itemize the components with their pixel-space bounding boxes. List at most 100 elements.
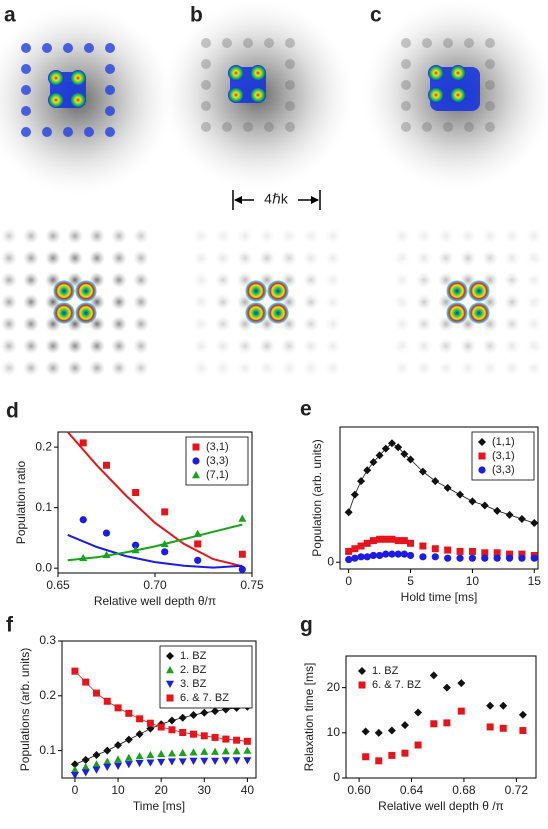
marker bbox=[102, 529, 111, 537]
marker bbox=[92, 766, 101, 774]
sim-dot bbox=[111, 338, 127, 354]
sim-dot bbox=[482, 228, 498, 244]
sim-dot bbox=[23, 360, 39, 376]
fit-line bbox=[67, 523, 243, 562]
marker bbox=[456, 490, 465, 499]
marker bbox=[530, 554, 538, 562]
sim-dot bbox=[259, 338, 275, 354]
marker bbox=[351, 545, 359, 553]
marker bbox=[388, 535, 396, 543]
legend-marker bbox=[166, 652, 174, 660]
sim-dot bbox=[67, 360, 83, 376]
side-peak bbox=[264, 122, 274, 132]
marker bbox=[161, 548, 169, 556]
sim-dot bbox=[23, 250, 39, 266]
x-axis-title: Relative well depth θ /π bbox=[378, 799, 504, 813]
marker bbox=[103, 461, 110, 469]
marker bbox=[194, 540, 202, 548]
marker bbox=[430, 720, 438, 728]
marker bbox=[376, 551, 384, 560]
legend-label: (7,1) bbox=[206, 469, 229, 481]
sim-dot bbox=[1, 228, 17, 244]
peak bbox=[450, 87, 466, 103]
sim-dot bbox=[23, 228, 39, 244]
marker bbox=[243, 737, 251, 745]
x-tick-label: 20 bbox=[154, 783, 168, 797]
marker bbox=[79, 516, 87, 524]
marker bbox=[193, 529, 202, 537]
marker bbox=[362, 753, 370, 761]
side-peak bbox=[21, 85, 31, 95]
plot-frame bbox=[345, 655, 537, 779]
sim-dot bbox=[460, 228, 476, 244]
side-peak bbox=[285, 80, 295, 90]
side-peak bbox=[464, 122, 474, 132]
side-peak bbox=[464, 38, 474, 48]
side-peak bbox=[222, 38, 232, 48]
marker bbox=[431, 553, 439, 561]
sim-peak bbox=[267, 302, 289, 324]
marker bbox=[429, 671, 438, 680]
marker bbox=[400, 450, 409, 459]
sim-dot bbox=[281, 338, 297, 354]
marker bbox=[81, 769, 90, 777]
marker bbox=[375, 757, 383, 765]
marker bbox=[178, 713, 187, 722]
sim-dot bbox=[89, 360, 105, 376]
sim-peak bbox=[446, 302, 468, 324]
marker bbox=[468, 497, 477, 506]
y-axis-title: Populations (arb. units) bbox=[18, 648, 32, 771]
panel-label: b bbox=[190, 4, 203, 27]
marker bbox=[406, 455, 415, 464]
x-tick-label: 15 bbox=[528, 574, 542, 588]
marker bbox=[530, 519, 539, 528]
marker bbox=[357, 553, 365, 561]
side-peak bbox=[485, 80, 495, 90]
panel-label: c bbox=[370, 4, 382, 27]
side-peak bbox=[443, 38, 453, 48]
marker bbox=[387, 726, 396, 735]
marker bbox=[363, 539, 371, 547]
marker bbox=[232, 757, 241, 765]
marker bbox=[146, 750, 155, 759]
marker bbox=[103, 697, 111, 705]
sim-dot bbox=[259, 228, 275, 244]
sim-dot bbox=[325, 294, 341, 310]
side-peak bbox=[105, 64, 115, 74]
sim-dot bbox=[193, 294, 209, 310]
sim-dot bbox=[133, 272, 149, 288]
sim-peak bbox=[468, 302, 490, 324]
sim-dot bbox=[215, 360, 231, 376]
marker bbox=[194, 556, 202, 564]
sim-dot bbox=[325, 316, 341, 332]
marker bbox=[211, 733, 219, 741]
sim-dot bbox=[416, 250, 432, 266]
marker bbox=[388, 751, 396, 759]
x-axis-title: Relative well depth θ/π bbox=[94, 594, 216, 608]
plot-frame bbox=[61, 640, 257, 779]
legend-marker bbox=[358, 667, 366, 675]
sim-dot bbox=[259, 360, 275, 376]
sim-dot bbox=[237, 360, 253, 376]
x-tick-label: 0.75 bbox=[240, 578, 264, 592]
marker bbox=[211, 757, 220, 766]
marker bbox=[124, 753, 133, 761]
legend-marker bbox=[192, 457, 200, 465]
x-tick-label: 0 bbox=[72, 783, 79, 797]
marker bbox=[114, 762, 123, 770]
sim-dot bbox=[416, 360, 432, 376]
marker bbox=[414, 708, 423, 717]
y-tick-label: 0.0 bbox=[35, 560, 52, 574]
side-peak bbox=[201, 38, 211, 48]
x-tick-label: 0.60 bbox=[347, 783, 371, 797]
side-peak bbox=[422, 122, 432, 132]
marker bbox=[79, 553, 88, 562]
sim-dot bbox=[45, 250, 61, 266]
marker bbox=[394, 550, 402, 558]
marker bbox=[135, 752, 144, 760]
marker bbox=[456, 547, 464, 555]
sim-dot bbox=[237, 228, 253, 244]
marker bbox=[486, 701, 495, 710]
side-peak bbox=[485, 122, 495, 132]
legend-marker bbox=[478, 438, 486, 446]
